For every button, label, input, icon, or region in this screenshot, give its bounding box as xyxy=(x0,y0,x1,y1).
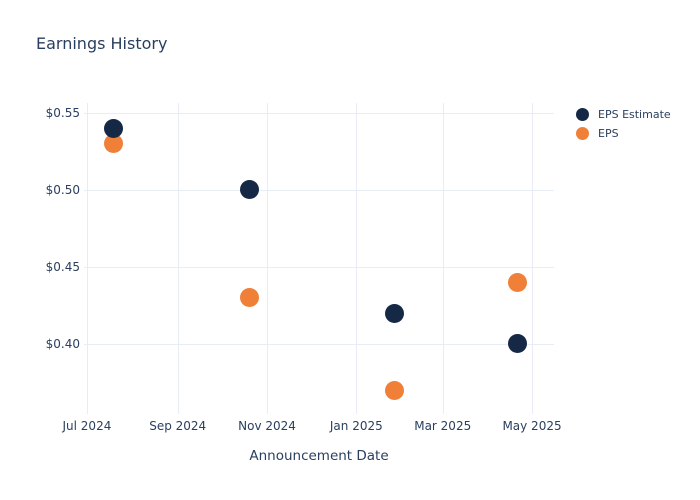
legend-item-eps-estimate[interactable]: EPS Estimate xyxy=(576,105,671,124)
data-point-eps[interactable] xyxy=(103,134,123,154)
vertical-gridline xyxy=(442,103,444,414)
x-tick-label: Nov 2024 xyxy=(238,419,296,433)
legend-marker-icon xyxy=(576,108,589,121)
chart-title: Earnings History xyxy=(36,34,168,53)
x-tick-label: Jan 2025 xyxy=(329,419,383,433)
legend-label: EPS Estimate xyxy=(598,108,671,121)
x-tick-label: Jul 2024 xyxy=(62,419,112,433)
y-tick-label: $0.55 xyxy=(45,105,80,120)
horizontal-gridline xyxy=(84,266,554,268)
x-tick-label: Sep 2024 xyxy=(149,419,207,433)
y-tick-label: $0.40 xyxy=(45,336,80,351)
data-point-eps-estimate[interactable] xyxy=(507,334,527,354)
x-tick-label: May 2025 xyxy=(502,419,562,433)
vertical-gridline xyxy=(532,103,534,414)
chart-legend: EPS Estimate EPS xyxy=(576,105,671,143)
x-axis-title: Announcement Date xyxy=(249,448,389,464)
plot-area xyxy=(84,103,554,414)
legend-label: EPS xyxy=(598,127,619,140)
y-tick-label: $0.45 xyxy=(45,259,80,274)
vertical-gridline xyxy=(86,103,88,414)
legend-item-eps[interactable]: EPS xyxy=(576,124,671,143)
data-point-eps[interactable] xyxy=(239,288,259,308)
vertical-gridline xyxy=(356,103,358,414)
data-point-eps-estimate[interactable] xyxy=(384,303,404,323)
horizontal-gridline xyxy=(84,112,554,114)
x-tick-label: Mar 2025 xyxy=(414,419,472,433)
data-point-eps-estimate[interactable] xyxy=(239,180,259,200)
data-point-eps-estimate[interactable] xyxy=(103,118,123,138)
horizontal-gridline xyxy=(84,343,554,345)
y-tick-label: $0.50 xyxy=(45,182,80,197)
data-point-eps[interactable] xyxy=(507,272,527,292)
horizontal-gridline xyxy=(84,189,554,191)
vertical-gridline xyxy=(267,103,269,414)
legend-marker-icon xyxy=(576,127,589,140)
vertical-gridline xyxy=(177,103,179,414)
data-point-eps[interactable] xyxy=(384,380,404,400)
